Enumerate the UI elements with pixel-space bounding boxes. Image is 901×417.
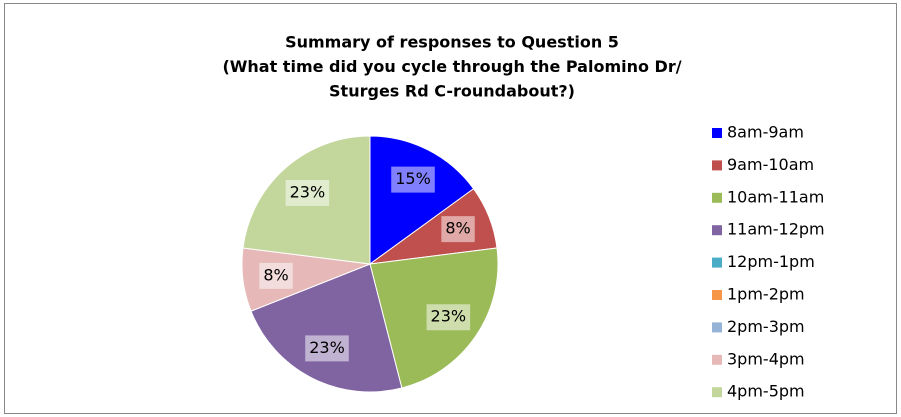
legend-label: 2pm-3pm xyxy=(727,317,805,336)
legend-label: 8am-9am xyxy=(727,123,804,142)
chart-title: Sturges Rd C-roundabout?) xyxy=(329,82,575,101)
legend-swatch xyxy=(712,128,722,138)
chart-title: Summary of responses to Question 5 xyxy=(285,33,619,52)
legend-swatch xyxy=(712,322,722,333)
legend-swatch xyxy=(712,160,722,171)
data-label: 15% xyxy=(395,169,431,188)
data-label-bg xyxy=(441,216,475,243)
legend-label: 4pm-5pm xyxy=(727,382,805,401)
data-label-bg xyxy=(259,262,293,289)
data-label: 23% xyxy=(309,338,345,357)
legend-swatch xyxy=(712,257,722,268)
legend-label: 1pm-2pm xyxy=(727,285,805,304)
chart-title: (What time did you cycle through the Pal… xyxy=(222,57,681,76)
legend-label: 9am-10am xyxy=(727,155,814,174)
legend-label: 12pm-1pm xyxy=(727,252,815,271)
legend-label: 10am-11am xyxy=(727,187,824,206)
legend-swatch xyxy=(712,354,722,365)
legend-swatch xyxy=(712,192,722,203)
legend-swatch xyxy=(712,387,722,398)
legend-label: 3pm-4pm xyxy=(727,349,805,368)
data-label: 8% xyxy=(263,265,288,284)
legend-swatch xyxy=(712,290,722,300)
data-label-bg xyxy=(426,304,471,331)
legend-label: 11am-12pm xyxy=(727,220,825,239)
data-label: 8% xyxy=(445,219,470,238)
data-label-bg xyxy=(305,335,349,362)
legend-swatch xyxy=(712,225,722,236)
data-label: 23% xyxy=(431,307,467,326)
data-label-bg xyxy=(285,179,330,206)
data-label-bg xyxy=(391,166,435,193)
pie-slice xyxy=(250,263,403,393)
data-label: 23% xyxy=(290,182,326,201)
